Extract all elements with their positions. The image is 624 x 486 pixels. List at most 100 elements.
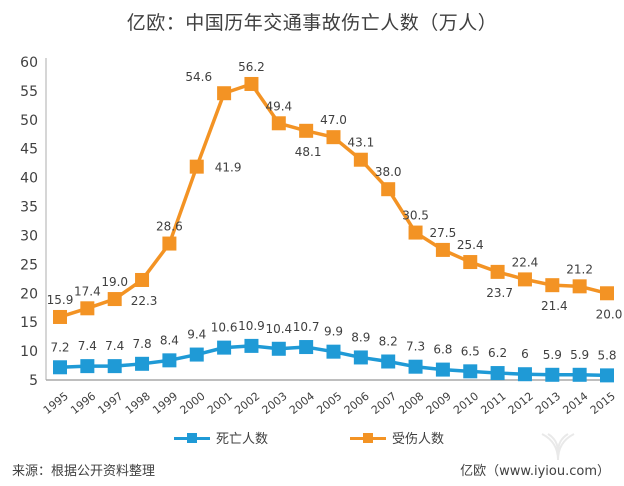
series-0-data-label: 7.8 xyxy=(133,337,152,351)
series-1-marker xyxy=(463,255,478,270)
legend-item-injuries: 受伤人数 xyxy=(350,428,444,447)
series-0-marker xyxy=(463,364,478,379)
brand-note: 亿欧（www.iyiou.com） xyxy=(460,464,610,479)
data-labels: 7.2 7.4 7.4 7.8 8.4 9.4 10.6 10.9 10.4 10.7 9.9 8.9… xyxy=(47,60,623,362)
series-0-marker xyxy=(572,367,587,382)
x-tick-label: 2001 xyxy=(205,390,235,417)
series-1-data-label: 22.3 xyxy=(131,294,158,308)
series-0-marker xyxy=(435,362,450,377)
series-1-data-label: 54.6 xyxy=(185,70,212,84)
series-1-data-label: 21.2 xyxy=(566,262,593,276)
series-1-data-label: 49.4 xyxy=(265,99,292,113)
series-1-marker xyxy=(517,272,532,287)
y-tick-label: 60 xyxy=(20,55,38,71)
series-0-data-label: 7.4 xyxy=(105,339,124,353)
series-1-marker xyxy=(135,272,150,287)
series-0-marker xyxy=(244,338,259,353)
series-1-data-label: 47.0 xyxy=(320,113,347,127)
series-0-data-label: 10.6 xyxy=(211,321,238,335)
watermark-logo-icon xyxy=(541,433,575,460)
series-0-data-label: 6.5 xyxy=(461,344,480,358)
series-1-marker xyxy=(435,242,450,257)
series-1-marker xyxy=(381,182,396,197)
series-1-data-label: 21.4 xyxy=(541,299,568,313)
series-0-data-label: 6 xyxy=(521,347,529,361)
series-0-data-label: 8.9 xyxy=(351,330,370,344)
y-tick-label: 20 xyxy=(20,286,38,302)
y-tick-label: 35 xyxy=(20,200,38,216)
series-1-marker xyxy=(600,286,614,301)
series-0-marker xyxy=(107,359,122,374)
x-tick-label: 2009 xyxy=(424,390,454,417)
x-tick-label: 2007 xyxy=(369,390,399,417)
x-tick-label: 2000 xyxy=(178,390,208,417)
series-0-data-label: 5.9 xyxy=(543,348,562,362)
series-1-marker xyxy=(162,236,177,251)
x-tick-label: 2004 xyxy=(287,390,317,417)
x-tick-label: 1996 xyxy=(68,390,98,417)
y-tick-label: 10 xyxy=(20,344,38,360)
series-0-data-label: 7.3 xyxy=(406,340,425,354)
series-1-data-label: 23.7 xyxy=(486,286,513,300)
y-tick-label: 55 xyxy=(20,84,38,100)
series-0-marker xyxy=(189,347,204,362)
series-1-marker xyxy=(490,264,505,279)
series-0-marker xyxy=(381,354,396,369)
series-0-marker xyxy=(353,350,368,365)
x-tick-label: 2002 xyxy=(232,390,262,417)
series-1-marker xyxy=(326,130,341,145)
y-tick-label: 30 xyxy=(20,228,38,244)
x-tick-label: 2015 xyxy=(588,390,618,417)
x-tick-label: 2013 xyxy=(533,390,563,417)
legend-label-injuries: 受伤人数 xyxy=(392,432,445,447)
series-0-data-label: 10.4 xyxy=(265,322,292,336)
series-1-data-label: 25.4 xyxy=(457,238,484,252)
series-1-data-label: 43.1 xyxy=(347,136,374,150)
series-1-marker xyxy=(271,116,286,131)
series-0-data-label: 6.2 xyxy=(488,346,507,360)
legend-swatch-deaths xyxy=(174,432,210,444)
series-0-data-label: 8.2 xyxy=(379,334,398,348)
series-0-data-label: 6.8 xyxy=(433,343,452,357)
series-1-data-label: 30.5 xyxy=(402,209,429,223)
series-1-data-label: 22.4 xyxy=(512,255,539,269)
series-0-marker xyxy=(80,359,95,374)
y-tick-label: 15 xyxy=(20,315,38,331)
y-tick-label: 50 xyxy=(20,113,38,129)
series-1-data-label: 41.9 xyxy=(215,161,242,175)
series-0-data-label: 8.4 xyxy=(160,333,179,347)
series-1-marker xyxy=(299,123,314,138)
series-0-marker xyxy=(271,341,286,356)
series-1-marker xyxy=(353,152,368,167)
series-1-marker xyxy=(80,301,95,316)
legend-label-deaths: 死亡人数 xyxy=(216,432,269,447)
chart-title: 亿欧：中国历年交通事故伤亡人数（万人） xyxy=(126,12,498,34)
series-0-data-label: 7.4 xyxy=(78,339,97,353)
x-tick-label: 2011 xyxy=(478,390,508,417)
series-1-marker xyxy=(217,86,232,101)
x-tick-label: 2006 xyxy=(342,390,372,417)
series-1-data-label: 48.1 xyxy=(295,145,322,159)
x-tick-label: 2008 xyxy=(396,390,426,417)
series-0-data-label: 9.9 xyxy=(324,325,343,339)
series-0-data-label: 5.9 xyxy=(570,348,589,362)
series-1-marker xyxy=(408,225,423,240)
series-1-data-label: 27.5 xyxy=(430,226,457,240)
x-tick-label: 2010 xyxy=(451,390,481,417)
series-1-data-label: 56.2 xyxy=(238,60,265,74)
y-tick-label: 45 xyxy=(20,142,38,158)
x-tick-label: 1995 xyxy=(41,390,71,417)
series-0-marker xyxy=(53,360,67,375)
series-1-data-label: 20.0 xyxy=(596,307,623,321)
series-1-data-label: 28.6 xyxy=(156,220,183,234)
series-0-marker xyxy=(517,367,532,382)
series-1-marker xyxy=(545,278,560,293)
legend-swatch-injuries xyxy=(350,432,386,444)
series-0-data-label: 10.7 xyxy=(293,320,320,334)
series-1-marker xyxy=(189,159,204,174)
series-0-marker xyxy=(490,366,505,381)
series-0-marker xyxy=(217,340,232,355)
x-tick-label: 1999 xyxy=(150,390,180,417)
series-0-data-label: 10.9 xyxy=(238,319,265,333)
